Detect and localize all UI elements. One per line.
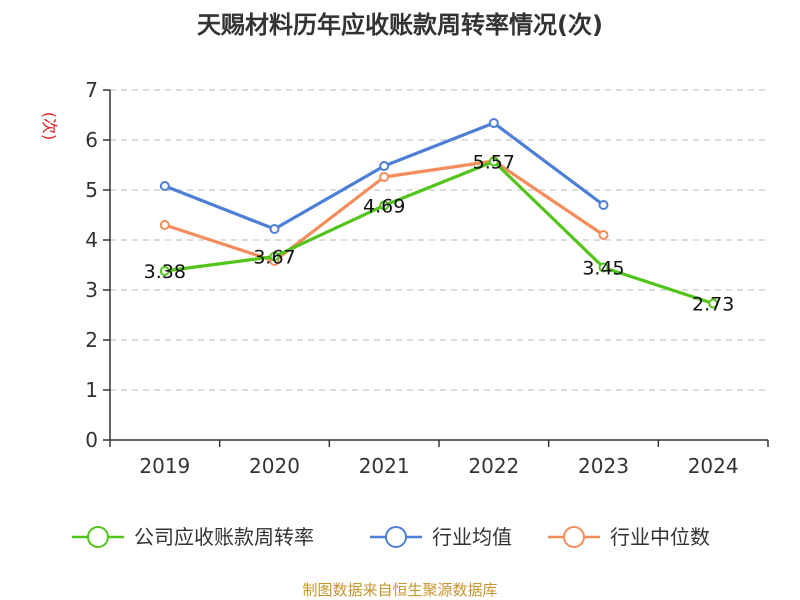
data-point-2-2023[interactable]	[598, 230, 609, 240]
x-tick-label-2022: 2022	[468, 454, 519, 478]
data-point-0-2024[interactable]	[708, 298, 719, 309]
legend-swatch-marker-1	[385, 526, 407, 548]
legend-label-0: 公司应收账款周转率	[134, 525, 314, 549]
series-0	[159, 156, 719, 309]
data-label-2019: 3.38	[144, 261, 186, 283]
y-tick-label-0: 0	[85, 428, 98, 452]
x-tick-label-2023: 2023	[578, 454, 629, 478]
data-label-2023: 3.45	[582, 258, 624, 280]
data-point-0-2021[interactable]	[379, 200, 390, 211]
y-tick-label-7: 7	[85, 78, 98, 102]
data-point-1-2020[interactable]	[269, 224, 280, 234]
y-tick-label-1: 1	[85, 378, 98, 402]
legend-item-2[interactable]: 行业中位数	[548, 525, 710, 549]
legend-label-2: 行业中位数	[610, 525, 710, 549]
y-tick-label-2: 2	[85, 328, 98, 352]
x-tick-label-2024: 2024	[688, 454, 739, 478]
series-1	[159, 118, 609, 234]
data-point-2-2019[interactable]	[159, 220, 170, 230]
series-lines	[159, 118, 719, 309]
data-label-2024: 2.73	[692, 294, 734, 316]
data-point-0-2022[interactable]	[488, 156, 499, 167]
data-point-1-2023[interactable]	[598, 200, 609, 210]
y-tick-label-3: 3	[85, 278, 98, 302]
data-label-2020: 3.67	[253, 247, 295, 269]
series-line-0	[164, 159, 714, 306]
legend-item-1[interactable]: 行业均值	[370, 525, 512, 549]
data-point-0-2020[interactable]	[269, 251, 280, 262]
data-point-1-2019[interactable]	[159, 181, 170, 191]
y-tick-label-4: 4	[85, 228, 98, 252]
legend-item-0[interactable]: 公司应收账款周转率	[72, 525, 314, 549]
data-label-2021: 4.69	[363, 196, 405, 218]
chart-title: 天赐材料历年应收账款周转率情况(次)	[197, 11, 603, 39]
y-axis-unit-label: (次)	[40, 112, 59, 141]
y-tick-label-6: 6	[85, 128, 98, 152]
data-labels: 3.38 3.67 4.69 5.57 3.45 2.73	[144, 152, 735, 316]
x-tick-label-2019: 2019	[139, 454, 190, 478]
x-tick-label-2020: 2020	[249, 454, 300, 478]
data-label-2022: 5.57	[473, 152, 515, 174]
data-point-1-2022[interactable]	[488, 118, 499, 128]
data-point-1-2021[interactable]	[379, 161, 390, 171]
data-point-0-2019[interactable]	[159, 266, 170, 276]
source-note: 制图数据来自恒生聚源数据库	[302, 581, 497, 599]
x-tick-label-2021: 2021	[359, 454, 410, 478]
data-point-0-2023[interactable]	[598, 262, 609, 273]
axes: 0 1 2 3 4 5 6 7 2019 2020 2021 2022 2023 2024	[85, 78, 769, 478]
legend-swatch-marker-2	[563, 526, 585, 548]
y-tick-label-5: 5	[85, 178, 98, 202]
data-point-2-2021[interactable]	[379, 172, 390, 182]
legend[interactable]: 公司应收账款周转率 行业均值 行业中位数	[72, 525, 710, 549]
legend-label-1: 行业均值	[432, 525, 512, 549]
legend-swatch-marker-0	[87, 526, 109, 548]
